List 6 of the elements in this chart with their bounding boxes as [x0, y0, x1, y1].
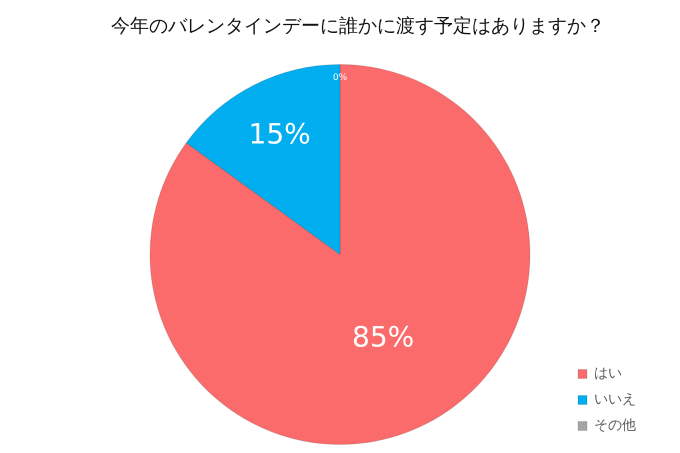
data-label: 15% — [248, 117, 311, 150]
chart-title: 今年のバレンタインデーに誰かに渡す予定はありますか？ — [111, 14, 605, 37]
legend-label: いいえ — [594, 392, 636, 408]
legend-label: はい — [594, 366, 622, 382]
data-label: 85% — [352, 320, 414, 354]
legend-label: その他 — [594, 418, 636, 434]
